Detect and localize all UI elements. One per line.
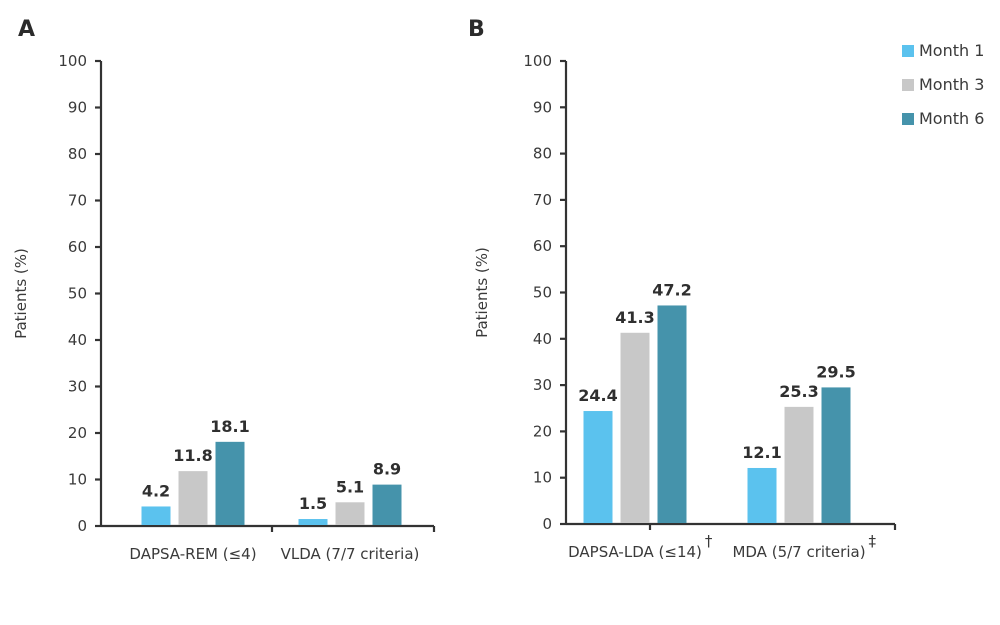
y-tick-label: 0 bbox=[542, 515, 552, 533]
y-tick-label: 70 bbox=[533, 191, 552, 209]
y-tick-label: 10 bbox=[533, 469, 552, 487]
data-label: 4.2 bbox=[142, 481, 170, 500]
y-axis-label: Patients (%) bbox=[12, 248, 30, 339]
chart-panel-b: B 0 10 20 30 40 50 60 70 80 90 100 Patients (%) 24.4 4… bbox=[468, 17, 984, 561]
legend: Month 1 Month 3 Month 6 bbox=[902, 41, 984, 128]
bar-month-6 bbox=[372, 484, 402, 525]
bar-month-6 bbox=[657, 305, 687, 523]
data-label: 18.1 bbox=[210, 417, 249, 436]
footnote-mark: † bbox=[705, 532, 713, 550]
data-label: 5.1 bbox=[336, 477, 364, 496]
y-tick-label: 60 bbox=[533, 237, 552, 255]
bar-month-6 bbox=[821, 387, 851, 523]
y-tick-label: 100 bbox=[58, 52, 87, 70]
legend-label: Month 1 bbox=[919, 41, 984, 60]
data-label: 47.2 bbox=[652, 280, 691, 299]
y-tick-label: 30 bbox=[533, 376, 552, 394]
bar-month-3 bbox=[335, 502, 365, 525]
chart-panel-a: A 0 10 20 30 40 50 60 70 80 90 100 Patients (%) 4.211… bbox=[12, 17, 436, 563]
y-tick-label: 0 bbox=[77, 517, 87, 535]
y-tick-label: 60 bbox=[68, 238, 87, 256]
y-axis-label: Patients (%) bbox=[473, 247, 491, 338]
x-category-label: DAPSA-REM (≤4) bbox=[129, 545, 256, 563]
legend-swatch bbox=[902, 79, 914, 91]
y-tick-label: 30 bbox=[68, 378, 87, 396]
y-tick-label: 90 bbox=[533, 98, 552, 116]
bar-month-1 bbox=[747, 467, 777, 523]
y-tick-label: 90 bbox=[68, 99, 87, 117]
y-tick-label: 50 bbox=[68, 285, 87, 303]
panel-label: A bbox=[18, 17, 35, 42]
bar-month-1 bbox=[298, 519, 328, 525]
bar-month-1 bbox=[583, 411, 613, 523]
x-category-label: MDA (5/7 criteria) bbox=[732, 543, 865, 561]
data-label: 24.4 bbox=[578, 386, 617, 405]
bar-month-6 bbox=[215, 441, 245, 525]
y-tick-label: 50 bbox=[533, 284, 552, 302]
y-tick-label: 100 bbox=[523, 52, 552, 70]
legend-label: Month 3 bbox=[919, 75, 984, 94]
bar-month-1 bbox=[141, 506, 171, 525]
bar-month-3 bbox=[784, 406, 814, 523]
y-tick-label: 40 bbox=[533, 330, 552, 348]
y-tick-label: 10 bbox=[68, 471, 87, 489]
data-label: 29.5 bbox=[816, 362, 855, 381]
bar-month-3 bbox=[620, 332, 650, 523]
data-label: 12.1 bbox=[742, 443, 781, 462]
data-label: 8.9 bbox=[373, 460, 401, 479]
y-tick-label: 70 bbox=[68, 192, 87, 210]
y-tick-label: 80 bbox=[68, 145, 87, 163]
data-label: 1.5 bbox=[299, 494, 327, 513]
y-tick-label: 40 bbox=[68, 331, 87, 349]
legend-label: Month 6 bbox=[919, 109, 984, 128]
panel-label: B bbox=[468, 17, 485, 42]
legend-swatch bbox=[902, 113, 914, 125]
data-label: 11.8 bbox=[173, 446, 212, 465]
bar-month-3 bbox=[178, 471, 208, 525]
data-label: 25.3 bbox=[779, 382, 818, 401]
y-tick-label: 20 bbox=[533, 422, 552, 440]
x-category-label: DAPSA-LDA (≤14) bbox=[568, 543, 702, 561]
x-category-label: VLDA (7/7 criteria) bbox=[281, 545, 420, 563]
y-tick-label: 80 bbox=[533, 145, 552, 163]
legend-swatch bbox=[902, 45, 914, 57]
footnote-mark: ‡ bbox=[869, 532, 877, 550]
data-label: 41.3 bbox=[615, 308, 654, 327]
y-tick-label: 20 bbox=[68, 424, 87, 442]
